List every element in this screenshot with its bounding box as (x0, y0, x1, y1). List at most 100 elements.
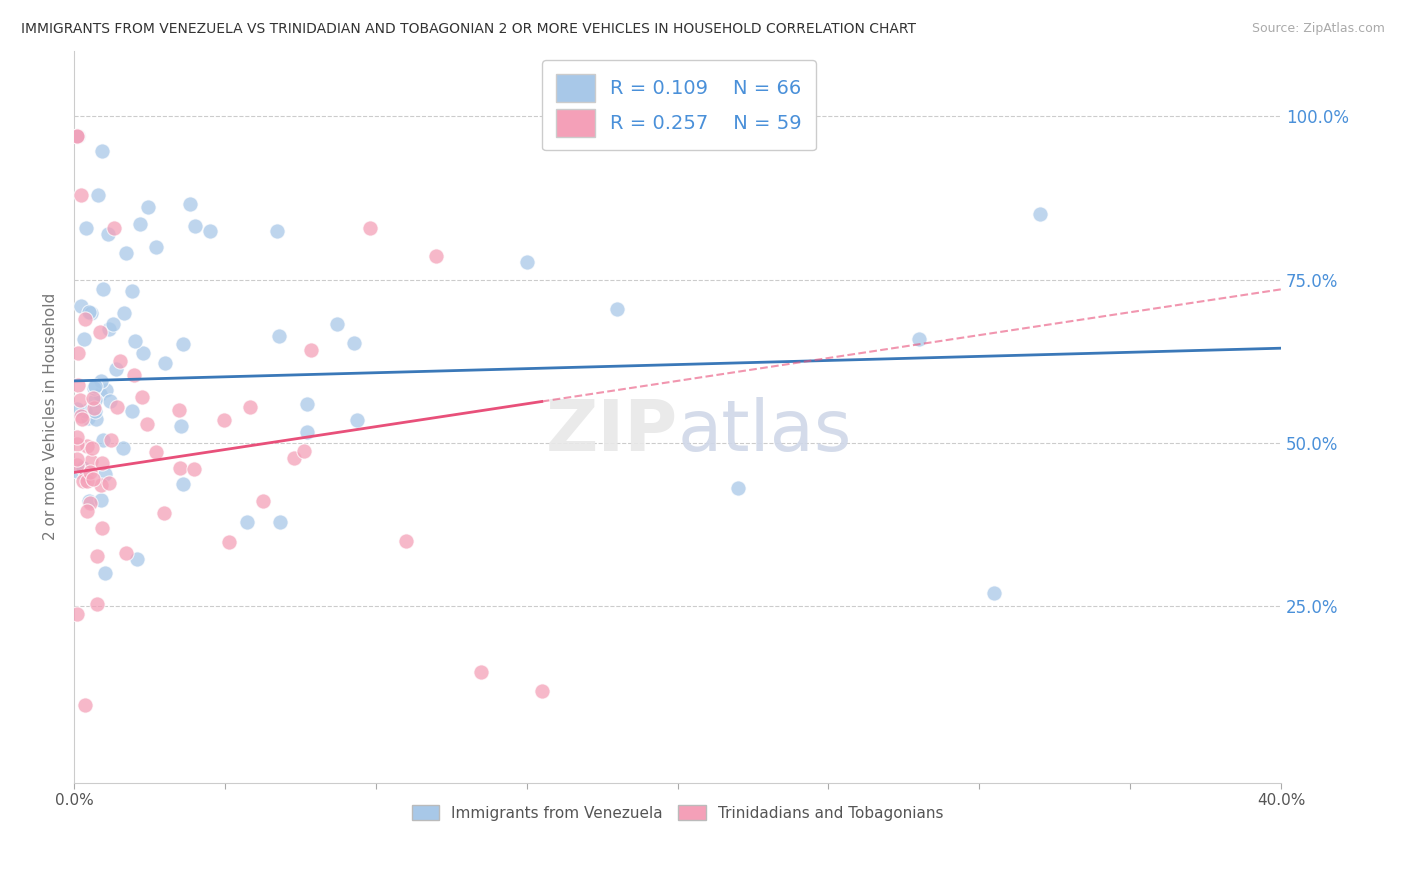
Point (91, 283, 114, 297)
Point (425, 249, 447, 263)
Point (218, 535, 240, 549)
Point (98, 322, 121, 336)
Point (135, 417, 157, 431)
Point (131, 346, 153, 360)
Point (908, 333, 931, 347)
Point (121, 285, 143, 299)
Point (101, 317, 124, 331)
Point (145, 240, 167, 254)
Point (66, 464, 89, 478)
Point (129, 217, 152, 231)
Point (84, 393, 107, 408)
Point (103, 221, 125, 235)
Point (69, 187, 91, 202)
Point (86, 597, 108, 611)
Point (66, 128, 89, 143)
Point (292, 443, 315, 458)
Point (94, 383, 117, 397)
Point (66, 128, 89, 143)
Point (153, 506, 176, 520)
Point (76, 474, 98, 488)
Text: Source: ZipAtlas.com: Source: ZipAtlas.com (1251, 22, 1385, 36)
Point (87, 187, 110, 202)
Point (269, 328, 291, 343)
Point (75, 311, 97, 326)
Point (97, 227, 120, 241)
Point (66, 437, 89, 451)
Point (295, 425, 318, 440)
Point (83, 381, 105, 395)
Point (105, 401, 128, 415)
Point (167, 403, 190, 417)
Point (89, 386, 111, 401)
Point (80, 305, 103, 319)
Point (66, 402, 89, 417)
Legend: Immigrants from Venezuela, Trinidadians and Tobagonians: Immigrants from Venezuela, Trinidadians … (405, 798, 949, 827)
Point (395, 533, 418, 548)
Point (80, 441, 103, 455)
Point (73, 404, 96, 418)
Point (136, 200, 159, 214)
Point (73, 331, 96, 345)
Point (67, 377, 90, 392)
Point (76, 439, 98, 453)
Point (112, 306, 135, 320)
Point (172, 337, 194, 351)
Point (82, 472, 104, 486)
Point (93, 467, 115, 481)
Point (69, 393, 91, 408)
Point (170, 418, 193, 433)
Point (516, 254, 538, 268)
Point (145, 445, 167, 459)
Point (94, 566, 117, 581)
Point (75, 467, 97, 482)
Point (69, 299, 91, 313)
Point (184, 219, 207, 233)
Point (70, 409, 93, 423)
Point (76, 504, 98, 518)
Text: atlas: atlas (678, 397, 852, 466)
Point (1028, 207, 1050, 221)
Point (66, 128, 89, 143)
Point (346, 412, 368, 426)
Point (236, 515, 259, 529)
Point (266, 224, 288, 238)
Point (72, 474, 94, 488)
Point (252, 493, 274, 508)
Text: IMMIGRANTS FROM VENEZUELA VS TRINIDADIAN AND TOBAGONIAN 2 OR MORE VEHICLES IN HO: IMMIGRANTS FROM VENEZUELA VS TRINIDADIAN… (21, 22, 917, 37)
Point (90, 144, 112, 158)
Point (983, 586, 1005, 600)
Point (125, 552, 148, 566)
Point (470, 665, 492, 679)
Point (66, 430, 89, 444)
Point (86, 549, 108, 563)
Point (104, 361, 127, 376)
Point (91, 521, 114, 535)
Point (295, 397, 318, 411)
Y-axis label: 2 or more Vehicles in Household: 2 or more Vehicles in Household (44, 293, 58, 541)
Point (606, 301, 628, 316)
Text: ZIP: ZIP (546, 397, 678, 466)
Point (153, 355, 176, 369)
Point (77, 305, 100, 319)
Point (283, 450, 305, 465)
Point (122, 368, 145, 383)
Point (70, 412, 93, 426)
Point (169, 461, 191, 475)
Point (66, 128, 89, 143)
Point (131, 391, 153, 405)
Point (79, 465, 101, 479)
Point (108, 354, 131, 368)
Point (67, 345, 90, 359)
Point (183, 462, 205, 476)
Point (90, 492, 112, 507)
Point (124, 334, 146, 349)
Point (114, 246, 136, 260)
Point (727, 481, 749, 495)
Point (91, 457, 114, 471)
Point (90, 375, 112, 389)
Point (179, 196, 201, 211)
Point (77, 410, 100, 425)
Point (359, 220, 381, 235)
Point (269, 515, 291, 529)
